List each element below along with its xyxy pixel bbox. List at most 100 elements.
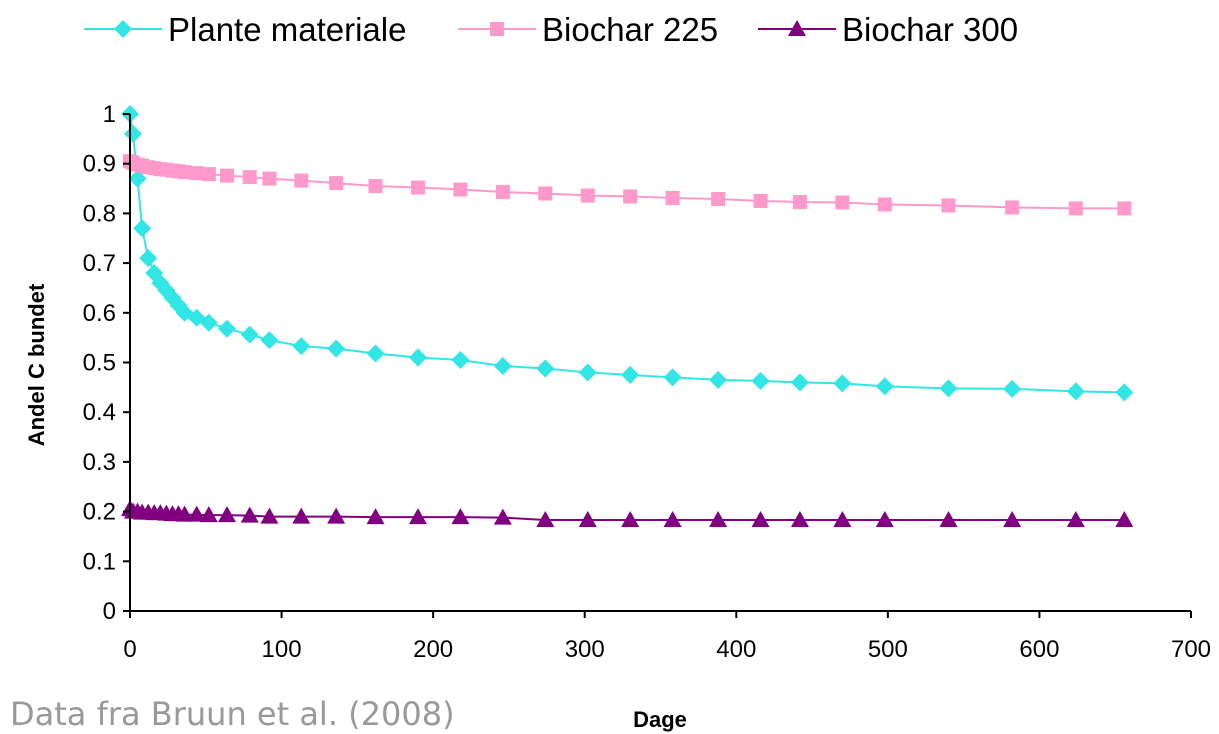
y-tick-label: 0.5: [83, 350, 116, 377]
data-point: [833, 511, 852, 528]
x-tick-label: 0: [123, 636, 136, 663]
data-point: [665, 190, 680, 205]
x-tick-label: 300: [565, 636, 605, 663]
data-point: [1115, 383, 1134, 402]
y-tick-label: 1: [103, 101, 116, 128]
data-point: [1003, 511, 1022, 528]
data-point: [751, 511, 770, 528]
data-point: [621, 365, 640, 384]
y-ticks: 0 0.1 0.2 0.3 0.4 0.5 0.6 0.7 0.8 0.9 1: [83, 101, 130, 625]
data-point: [451, 508, 470, 525]
y-axis-title: Andel C bundet: [24, 283, 49, 446]
series-triangle: [121, 500, 1134, 528]
data-point: [663, 511, 682, 528]
y-tick-label: 0.2: [83, 499, 116, 526]
series-diamond: [121, 105, 1134, 402]
data-point: [262, 171, 277, 186]
data-point: [580, 188, 595, 203]
data-point: [536, 511, 555, 528]
x-tick-label: 400: [716, 636, 756, 663]
data-point: [220, 168, 235, 183]
data-point: [493, 508, 512, 525]
legend-marker: [114, 20, 132, 38]
y-tick-label: 0.1: [83, 548, 116, 575]
data-point: [1003, 379, 1022, 398]
legend-marker: [490, 22, 504, 36]
y-tick-label: 0.3: [83, 449, 116, 476]
data-point: [538, 186, 553, 201]
data-point: [327, 339, 346, 358]
data-point: [410, 180, 425, 195]
y-tick-label: 0.8: [83, 200, 116, 227]
data-point: [877, 197, 892, 212]
legend-item: Biochar 225: [458, 11, 718, 48]
legend-label: Plante materiale: [168, 11, 406, 48]
data-point: [327, 507, 346, 524]
data-point: [260, 507, 279, 524]
data-point: [177, 165, 192, 180]
data-point: [1117, 201, 1132, 216]
data-point: [1005, 200, 1020, 215]
data-point: [368, 179, 383, 194]
data-point: [294, 173, 309, 188]
data-point: [292, 337, 311, 356]
data-point: [260, 331, 279, 350]
legend-marker: [788, 20, 806, 36]
data-point: [493, 356, 512, 375]
x-tick-label: 700: [1171, 636, 1211, 663]
x-tick-label: 500: [868, 636, 908, 663]
x-axis-title: Dage: [633, 707, 687, 732]
data-point: [139, 249, 158, 268]
data-point: [199, 313, 218, 332]
data-point: [218, 319, 237, 338]
x-tick-label: 600: [1019, 636, 1059, 663]
legend-item: Biochar 300: [758, 11, 1018, 48]
data-point: [366, 344, 385, 363]
axes: [129, 114, 1191, 612]
data-point: [199, 506, 218, 523]
data-point: [1066, 511, 1085, 528]
data-point: [242, 170, 257, 185]
y-tick-label: 0.9: [83, 151, 116, 178]
y-tick-label: 0.7: [83, 250, 116, 277]
data-point: [790, 373, 809, 392]
data-point: [578, 511, 597, 528]
data-point: [187, 505, 206, 522]
data-point: [240, 325, 259, 344]
data-point: [711, 191, 726, 206]
data-point: [875, 511, 894, 528]
data-point: [709, 511, 728, 528]
data-point: [1068, 201, 1083, 216]
data-point: [453, 182, 468, 197]
data-point: [495, 185, 510, 200]
data-point: [753, 193, 768, 208]
data-point: [663, 368, 682, 387]
data-point: [835, 195, 850, 210]
data-point: [792, 194, 807, 209]
series-square: [123, 154, 1132, 216]
data-point: [133, 219, 152, 238]
data-point: [621, 511, 640, 528]
data-point: [408, 508, 427, 525]
data-point: [124, 124, 143, 143]
data-point: [941, 198, 956, 213]
data-point: [329, 176, 344, 191]
data-point: [536, 359, 555, 378]
y-tick-label: 0.6: [83, 300, 116, 327]
data-point: [790, 511, 809, 528]
data-point: [292, 507, 311, 524]
legend: Plante materiale Biochar 225 Biochar 300: [84, 11, 1018, 48]
x-ticks: 0 100 200 300 400 500 600 700: [123, 611, 1211, 663]
legend-item: Plante materiale: [84, 11, 406, 48]
x-tick-label: 100: [262, 636, 302, 663]
data-point: [201, 167, 216, 182]
data-point: [833, 374, 852, 393]
data-point: [1115, 511, 1134, 528]
legend-label: Biochar 225: [542, 11, 718, 48]
data-point: [366, 508, 385, 525]
data-point: [623, 189, 638, 204]
data-point: [751, 371, 770, 390]
data-point: [218, 506, 237, 523]
source-caption: Data fra Bruun et al. (2008): [10, 695, 455, 733]
data-point: [939, 379, 958, 398]
